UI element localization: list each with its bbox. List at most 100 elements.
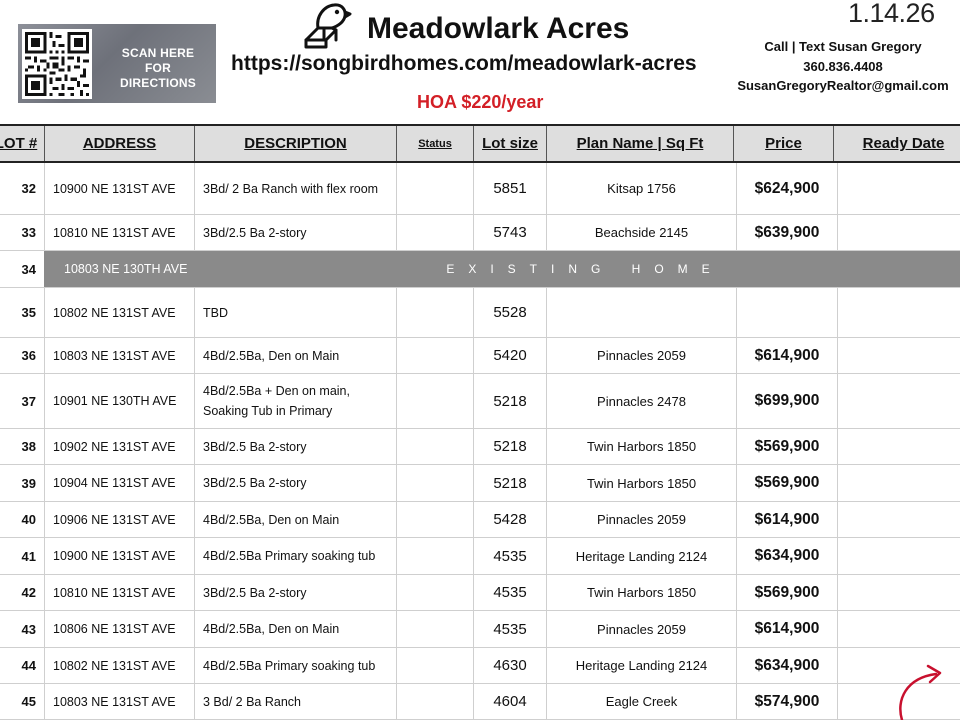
lot-number: 32 [21,181,36,196]
ready-date [837,288,960,337]
lot-number: 39 [21,475,36,491]
price: $634,900 [736,538,837,574]
col-header-ready-date: Ready Date [833,126,960,161]
address: 10900 NE 131ST AVE [44,163,194,214]
description: 4Bd/2.5Ba Primary soaking tub [194,648,396,683]
plan-name: Heritage Landing 2124 [546,648,736,683]
table-row: 32 10900 NE 131ST AVE 3Bd/ 2 Ba Ranch with… [0,163,960,215]
lot-number: 43 [21,621,36,637]
lot-size: 5218 [473,465,546,501]
table-row: 45 10803 NE 131ST AVE 3 Bd/ 2 Ba Ranch 4604… [0,684,960,720]
price: $634,900 [736,648,837,683]
table-row: 39 10904 NE 131ST AVE 3Bd/2.5 Ba 2-story 52… [0,465,960,502]
description: TBD [194,288,396,337]
qr-caption-line2: FOR DIRECTIONS [119,61,196,90]
price: $569,900 [736,575,837,610]
lot-number: 37 [21,393,36,409]
lot-number: 38 [21,439,36,454]
status [396,288,473,337]
ready-date [837,429,960,464]
ready-date [837,502,960,537]
price: $614,900 [736,611,837,647]
address: 10906 NE 131ST AVE [44,502,194,537]
qr-directions-banner[interactable]: SCAN HERE FOR DIRECTIONS [18,24,216,103]
description: 4Bd/2.5Ba, Den on Main [194,338,396,373]
lot-number: 34 [0,251,44,287]
status [396,465,473,501]
description: 4Bd/2.5Ba, Den on Main [194,611,396,647]
col-header-lot: LOT # [0,135,38,152]
lot-number: 45 [21,694,36,709]
plan-name: Twin Harbors 1850 [546,575,736,610]
hoa-fee: HOA $220/year [417,92,544,112]
status [396,338,473,373]
address: 10803 NE 131ST AVE [44,338,194,373]
email-address[interactable]: SusanGregoryRealtor@gmail.com [737,78,949,93]
description: 3 Bd/ 2 Ba Ranch [194,684,396,719]
ready-date [837,684,960,719]
description: 4Bd/2.5Ba, Den on Main [194,502,396,537]
table-row: 36 10803 NE 131ST AVE 4Bd/2.5Ba, Den on Ma… [0,338,960,374]
plan-name: Pinnacles 2059 [546,611,736,647]
description: 4Bd/2.5Ba + Den on main, Soaking Tub in … [194,374,396,428]
ready-date [837,538,960,574]
lot-size: 5218 [473,429,546,464]
address: 10802 NE 131ST AVE [44,288,194,337]
table-row: 43 10806 NE 131ST AVE 4Bd/2.5Ba, Den on Ma… [0,611,960,648]
ready-date [837,163,960,214]
status [396,575,473,610]
description: 4Bd/2.5Ba Primary soaking tub [194,538,396,574]
address: 10810 NE 131ST AVE [44,215,194,250]
address: 10901 NE 130TH AVE [44,374,194,428]
address: 10900 NE 131ST AVE [44,538,194,574]
plan-name: Heritage Landing 2124 [546,538,736,574]
qr-code-icon[interactable] [22,29,92,99]
col-header-description: DESCRIPTION [194,126,396,161]
lot-number: 41 [21,548,36,564]
price: $614,900 [736,502,837,537]
table-row: 35 10802 NE 131ST AVE TBD 5528 [0,288,960,338]
bird-house-icon [300,0,352,50]
description: 3Bd/ 2 Ba Ranch with flex room [194,163,396,214]
community-url-link[interactable]: https://songbirdhomes.com/meadowlark-acr… [231,52,697,75]
address: 10802 NE 131ST AVE [44,648,194,683]
price: $574,900 [736,684,837,719]
phone-number[interactable]: 360.836.4408 [803,58,883,74]
col-header-plan: Plan Name | Sq Ft [546,126,733,161]
lot-size: 5218 [473,374,546,428]
table-header-row: LOT # ADDRESS DESCRIPTION Status Lot siz… [0,124,960,163]
lot-size: 5528 [473,288,546,337]
table-row: 40 10906 NE 131ST AVE 4Bd/2.5Ba, Den on Ma… [0,502,960,538]
curved-arrow-icon [894,660,952,720]
col-header-lot-size: Lot size [473,126,546,161]
plan-name: Pinnacles 2059 [546,338,736,373]
plan-name: Pinnacles 2059 [546,502,736,537]
price: $639,900 [736,215,837,250]
lot-size: 4535 [473,611,546,647]
lot-size: 5428 [473,502,546,537]
price [736,288,837,337]
status [396,502,473,537]
table-row: 37 10901 NE 130TH AVE 4Bd/2.5Ba + Den on m… [0,374,960,429]
col-header-address: ADDRESS [44,126,194,161]
description: 3Bd/2.5 Ba 2-story [194,215,396,250]
qr-caption: SCAN HERE FOR DIRECTIONS [106,46,210,91]
lot-number: 35 [21,305,36,320]
status [396,538,473,574]
qr-caption-line1: SCAN HERE [121,46,195,60]
address: 10803 NE 131ST AVE [44,684,194,719]
ready-date [837,215,960,250]
status [396,374,473,428]
lot-size: 4630 [473,648,546,683]
status [396,429,473,464]
col-header-status: Status [396,126,473,161]
contact-line: Call | Text Susan Gregory [764,39,922,54]
ready-date [837,338,960,373]
address: 10902 NE 131ST AVE [44,429,194,464]
address: 10904 NE 131ST AVE [44,465,194,501]
ready-date [837,575,960,610]
description: 3Bd/2.5 Ba 2-story [194,465,396,501]
lot-size: 5743 [473,215,546,250]
address: 10806 NE 131ST AVE [44,611,194,647]
lot-number: 36 [21,348,36,363]
